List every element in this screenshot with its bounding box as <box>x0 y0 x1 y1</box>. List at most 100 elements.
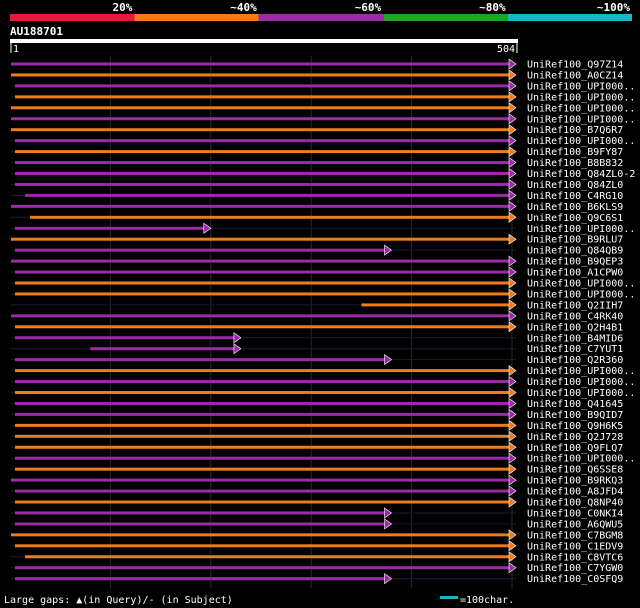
hit-bar[interactable] <box>15 456 510 460</box>
hit-arrow[interactable] <box>508 69 517 81</box>
hit-bar[interactable] <box>15 325 510 329</box>
hit-arrow[interactable] <box>508 397 517 410</box>
hit-bar[interactable] <box>15 566 510 570</box>
hit-arrow[interactable] <box>508 255 517 267</box>
hit-name[interactable]: UniRef100_UPI000.. <box>527 224 635 235</box>
hit-name[interactable]: UniRef100_B8B832 <box>527 158 623 169</box>
hit-bar[interactable] <box>90 347 234 351</box>
hit-bar[interactable] <box>361 303 509 307</box>
hit-bar[interactable] <box>15 281 510 285</box>
hit-arrow[interactable] <box>508 102 517 114</box>
hit-name[interactable]: UniRef100_UPI000.. <box>527 454 635 465</box>
hit-bar[interactable] <box>15 401 510 405</box>
hit-arrow[interactable] <box>508 200 517 212</box>
hit-name[interactable]: UniRef100_UPI000.. <box>527 377 635 388</box>
hit-name[interactable]: UniRef100_C4RK40 <box>527 311 623 322</box>
hit-name[interactable]: UniRef100_UPI000.. <box>527 289 635 300</box>
hit-arrow[interactable] <box>508 58 517 70</box>
hit-name[interactable]: UniRef100_UPI000.. <box>527 103 635 114</box>
hit-arrow[interactable] <box>508 167 517 180</box>
hit-arrow[interactable] <box>508 135 517 147</box>
hit-bar[interactable] <box>15 500 510 504</box>
hit-name[interactable]: UniRef100_C7YUT1 <box>527 344 623 355</box>
hit-bar[interactable] <box>15 139 510 143</box>
hit-arrow[interactable] <box>508 124 517 136</box>
hit-arrow[interactable] <box>508 277 517 289</box>
hit-bar[interactable] <box>15 544 510 548</box>
hit-bar[interactable] <box>15 489 510 493</box>
hit-bar[interactable] <box>25 193 510 197</box>
hit-bar[interactable] <box>11 73 509 77</box>
hit-arrow[interactable] <box>508 375 517 388</box>
hit-name[interactable]: UniRef100_C1EDV9 <box>527 541 623 552</box>
hit-bar[interactable] <box>15 380 510 384</box>
hit-bar[interactable] <box>15 182 510 186</box>
hit-arrow[interactable] <box>508 91 517 103</box>
hit-arrow[interactable] <box>508 463 517 475</box>
hit-arrow[interactable] <box>508 189 517 201</box>
hit-name[interactable]: UniRef100_UPI000.. <box>527 114 635 125</box>
hit-bar[interactable] <box>15 445 510 449</box>
hit-bar[interactable] <box>15 226 204 230</box>
hit-arrow[interactable] <box>233 343 242 355</box>
hit-name[interactable]: UniRef100_C0SFQ9 <box>527 574 623 585</box>
hit-name[interactable]: UniRef100_UPI000.. <box>527 388 635 399</box>
hit-name[interactable]: UniRef100_Q2R360 <box>527 355 623 366</box>
hit-arrow[interactable] <box>508 299 517 311</box>
hit-bar[interactable] <box>15 522 385 526</box>
hit-arrow[interactable] <box>508 80 517 92</box>
hit-name[interactable]: UniRef100_Q84ZL0-2 <box>527 169 635 180</box>
hit-arrow[interactable] <box>508 321 517 333</box>
hit-name[interactable]: UniRef100_B9FY87 <box>527 147 623 158</box>
hit-name[interactable]: UniRef100_C4RG10 <box>527 191 623 202</box>
hit-name[interactable]: UniRef100_Q41645 <box>527 399 623 410</box>
hit-bar[interactable] <box>15 369 510 373</box>
hit-bar[interactable] <box>11 237 509 241</box>
hit-bar[interactable] <box>15 467 510 471</box>
hit-name[interactable]: UniRef100_A8JFD4 <box>527 487 623 498</box>
hit-name[interactable]: UniRef100_UPI000.. <box>527 366 635 377</box>
hit-bar[interactable] <box>11 259 509 263</box>
hit-name[interactable]: UniRef100_B9RKQ3 <box>527 476 623 487</box>
hit-bar[interactable] <box>15 172 510 175</box>
hit-arrow[interactable] <box>508 156 517 169</box>
hit-bar[interactable] <box>11 62 509 66</box>
hit-arrow[interactable] <box>508 441 517 453</box>
hit-bar[interactable] <box>11 478 509 482</box>
hit-arrow[interactable] <box>508 419 517 431</box>
hit-name[interactable]: UniRef100_C8VTC6 <box>527 552 623 563</box>
hit-arrow[interactable] <box>508 266 517 278</box>
hit-bar[interactable] <box>15 577 385 581</box>
hit-name[interactable]: UniRef100_Q6SSE8 <box>527 465 623 476</box>
hit-name[interactable]: UniRef100_A1CPW0 <box>527 268 623 279</box>
hit-name[interactable]: UniRef100_Q2H4B1 <box>527 322 623 333</box>
hit-name[interactable]: UniRef100_B4MID6 <box>527 333 623 344</box>
hit-arrow[interactable] <box>508 529 517 541</box>
hit-bar[interactable] <box>25 555 510 559</box>
hit-arrow[interactable] <box>508 474 517 486</box>
hit-arrow[interactable] <box>508 551 517 563</box>
hit-bar[interactable] <box>15 412 510 416</box>
hit-arrow[interactable] <box>508 146 517 158</box>
hit-bar[interactable] <box>15 84 510 88</box>
hit-name[interactable]: UniRef100_Q8NP40 <box>527 498 623 509</box>
hit-name[interactable]: UniRef100_UPI000.. <box>527 136 635 147</box>
hit-bar[interactable] <box>11 117 509 121</box>
hit-arrow[interactable] <box>508 496 517 508</box>
hit-bar[interactable] <box>15 270 510 274</box>
hit-name[interactable]: UniRef100_B6KLS9 <box>527 202 623 213</box>
hit-arrow[interactable] <box>508 365 517 377</box>
hit-arrow[interactable] <box>508 562 517 574</box>
hit-bar[interactable] <box>15 434 510 438</box>
hit-arrow[interactable] <box>384 518 393 530</box>
hit-name[interactable]: UniRef100_C7BGM8 <box>527 530 623 541</box>
hit-bar[interactable] <box>15 423 510 427</box>
hit-arrow[interactable] <box>508 540 517 552</box>
hit-name[interactable]: UniRef100_Q2J728 <box>527 432 623 443</box>
hit-arrow[interactable] <box>384 507 393 519</box>
hit-bar[interactable] <box>11 106 509 110</box>
hit-arrow[interactable] <box>508 233 517 245</box>
hit-name[interactable]: UniRef100_B9RLU7 <box>527 235 623 246</box>
hit-name[interactable]: UniRef100_B7Q6R7 <box>527 125 623 136</box>
hit-arrow[interactable] <box>508 211 517 223</box>
